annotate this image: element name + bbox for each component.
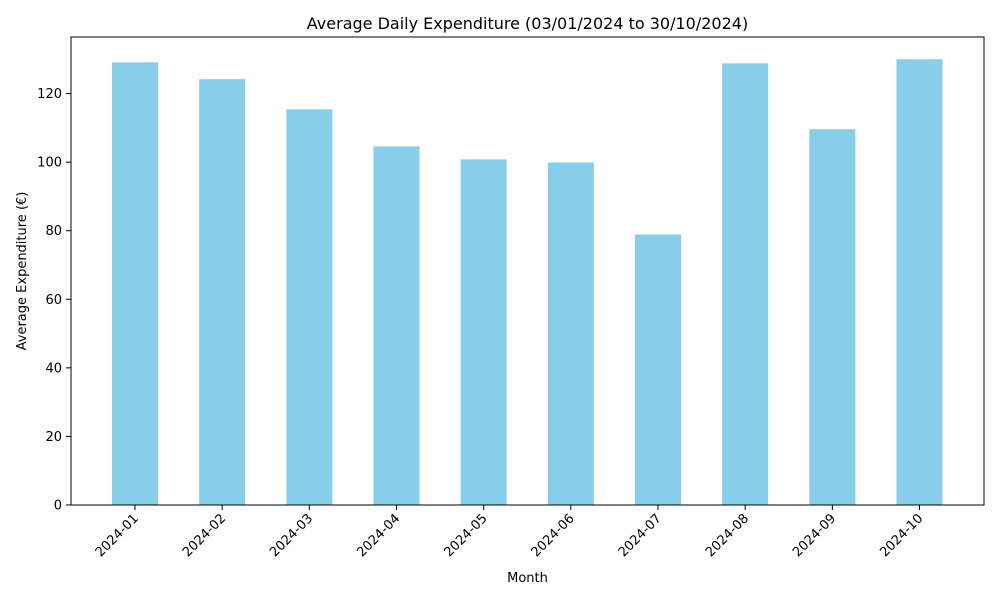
y-tick-label: 20 (45, 430, 62, 445)
x-axis-label: Month (507, 571, 548, 586)
bar-2024-10 (896, 59, 943, 505)
y-tick-label: 120 (37, 87, 62, 102)
y-axis-label: Average Expenditure (€) (15, 192, 30, 351)
plot-frame (70, 36, 985, 506)
bar-2024-08 (722, 63, 769, 506)
bar-2024-07 (635, 234, 681, 506)
bar-2024-09 (809, 129, 856, 506)
y-tick-label: 100 (37, 156, 62, 171)
bar-2024-06 (547, 162, 594, 506)
bar-2024-02 (199, 79, 246, 506)
y-tick-label: 60 (45, 293, 62, 308)
chart-title: Average Daily Expenditure (03/01/2024 to… (307, 14, 748, 33)
y-axis-ticks: 0 20 40 60 80 100 120 (37, 87, 71, 514)
bars-layer (112, 59, 943, 506)
bar-2024-04 (373, 146, 420, 505)
y-tick-label: 80 (45, 224, 62, 239)
bar-2024-03 (286, 109, 333, 505)
bar-2024-05 (460, 159, 507, 505)
y-tick-label: 0 (54, 499, 62, 514)
y-tick-label: 40 (45, 361, 62, 376)
bar-2024-01 (112, 62, 158, 506)
